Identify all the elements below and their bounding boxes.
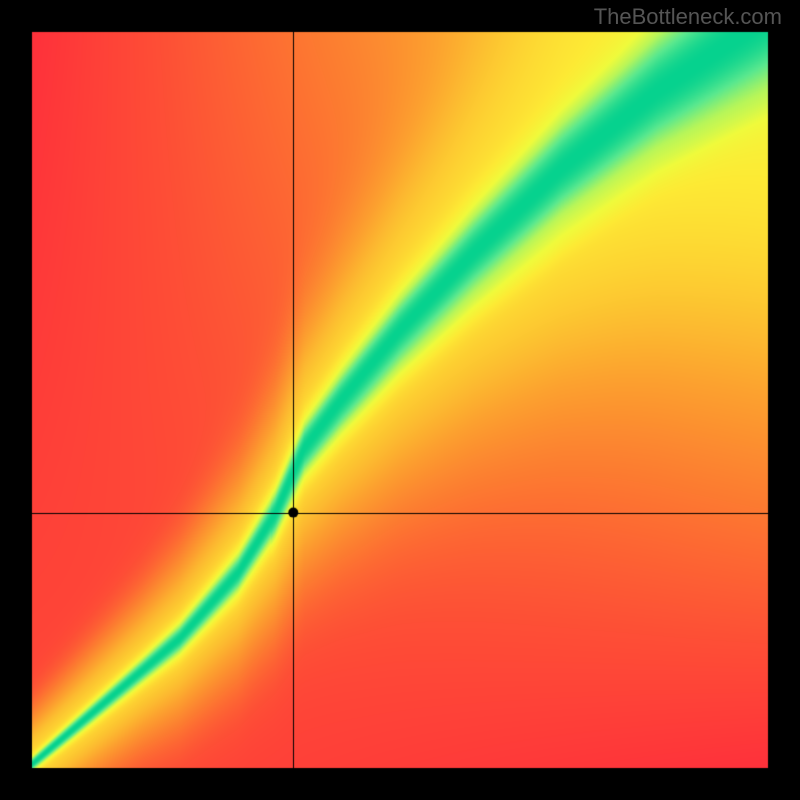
chart-container: TheBottleneck.com <box>0 0 800 800</box>
watermark-text: TheBottleneck.com <box>594 4 782 30</box>
heatmap-canvas <box>0 0 800 800</box>
